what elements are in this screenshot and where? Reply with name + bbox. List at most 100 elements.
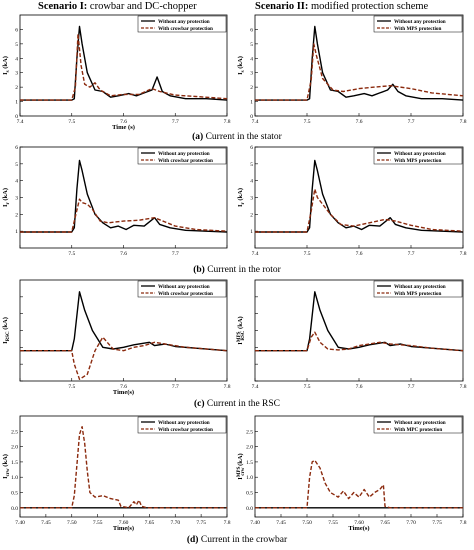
legend-label: With crowbar protection	[158, 26, 213, 32]
y-tick-label: 1	[15, 100, 18, 106]
caption-c: (c) Current in the RSC	[193, 399, 281, 409]
legend-label: Without any protection	[394, 151, 446, 157]
legend-label: With crowbar protection	[158, 158, 213, 164]
y-tick-label: 5	[250, 42, 253, 48]
x-tick-label: 7.8	[460, 384, 467, 390]
series-line-dashed	[20, 336, 228, 380]
x-tick-label: 7.7	[408, 384, 415, 390]
x-tick-label: 7.6	[356, 384, 363, 390]
x-tick-label: 7.5	[304, 119, 311, 125]
legend-label: Without any protection	[158, 284, 210, 290]
x-tick-label: 7.4	[252, 384, 259, 390]
x-tick-label: 7.5	[304, 384, 311, 390]
y-tick-label: 1.0	[11, 475, 18, 481]
legend-label: Without any protection	[394, 19, 446, 25]
y-axis-label: IRSC (kA)	[2, 317, 11, 344]
y-tick-label: 2.0	[11, 445, 18, 451]
chart-d2: 7.40 7.45 7.50 7.55 7.60 7.65 7.70 7.75 7.8 0.0 0.…	[237, 415, 467, 532]
y-tick-label: 2.5	[11, 429, 18, 435]
y-axis-label: Ir (kA)	[2, 188, 11, 207]
legend-label: Without any protection	[394, 420, 446, 426]
y-tick-label: 3	[15, 196, 18, 202]
y-tick-label: 2	[15, 85, 18, 91]
chart-d1: 7.40 7.45 7.50 7.55 7.60 7.65 7.70 7.75 7.8 0.0 0.…	[2, 415, 231, 532]
legend-label: With MPS protection	[394, 26, 441, 32]
x-tick-label: 7.7	[408, 119, 415, 125]
series-line-solid	[20, 159, 228, 233]
caption-a: (a) Current in the stator	[192, 132, 282, 142]
y-tick-label: 0.5	[246, 491, 253, 497]
x-tick-label: 7.4	[252, 119, 259, 125]
y-axis-label: Is (kA)	[237, 56, 246, 75]
x-tick-label: 7.7	[172, 251, 179, 257]
x-tick-label: 7.50	[302, 520, 312, 526]
x-tick-label: 7.5	[68, 119, 75, 125]
y-tick-label: 1.5	[11, 460, 18, 466]
legend-label: Without any protection	[158, 19, 210, 25]
y-tick-label: 3	[250, 196, 253, 202]
y-tick-label: 0.0	[11, 506, 18, 512]
legend-box	[137, 15, 227, 33]
x-tick-label: 7.5	[68, 251, 75, 257]
y-tick-label: 0	[15, 114, 18, 120]
legend-label: Without any protection	[158, 420, 210, 426]
series-line-solid	[255, 291, 464, 352]
y-axis-label: IMPSRSC (kA)	[237, 316, 246, 344]
y-tick-label: 2	[250, 212, 253, 218]
y-tick-label: 2	[250, 85, 253, 91]
caption-b: (b) Current in the rotor	[193, 265, 281, 275]
x-tick-label: 7.4	[17, 119, 24, 125]
y-tick-label: 1	[250, 100, 253, 106]
y-tick-label: 1.5	[246, 460, 253, 466]
x-tick-label: 7.40	[250, 520, 260, 526]
y-axis-label: Ir (kA)	[237, 188, 246, 207]
y-tick-label: 0	[250, 114, 253, 120]
y-tick-label: 5	[15, 42, 18, 48]
x-axis-label: Time(s)	[348, 525, 369, 532]
legend-label: Without any protection	[394, 284, 446, 290]
y-tick-label: 3	[15, 71, 18, 77]
series-line-dashed	[255, 459, 463, 509]
x-tick-label: 7.8	[460, 520, 467, 526]
scenario-1-header: Scenario I: crowbar and DC-chopper	[38, 1, 197, 12]
x-tick-label: 7.75	[196, 520, 206, 526]
y-tick-label: 5	[15, 162, 18, 168]
series-line-dashed	[20, 426, 227, 509]
x-tick-label: 7.6	[120, 119, 127, 125]
y-tick-label: 0.0	[246, 506, 253, 512]
legend-label: With crowbar protection	[158, 427, 213, 433]
x-tick-label: 7.40	[15, 520, 25, 526]
x-tick-label: 7.70	[406, 520, 416, 526]
x-tick-label: 7.75	[432, 520, 442, 526]
y-tick-label: 4	[15, 56, 18, 62]
caption-d: (d) Current in the crowbar	[186, 535, 288, 545]
legend-box	[373, 416, 463, 434]
y-tick-label: 4	[250, 56, 253, 62]
series-line-dashed	[255, 43, 464, 101]
x-tick-label: 7.55	[93, 520, 103, 526]
legend-label: With MPC protection	[394, 427, 442, 433]
series-line-dashed	[255, 331, 464, 352]
y-tick-label: 6	[250, 27, 253, 33]
legend-box	[137, 280, 227, 298]
x-tick-label: 7.65	[145, 520, 155, 526]
y-tick-label: 2.5	[246, 429, 253, 435]
series-line-dashed	[255, 188, 464, 233]
y-axis-label: Is (kA)	[2, 56, 11, 75]
chart-c2: 7.4 7.5 7.6 7.7 7.8 IMPSRSC (kA) Without any p…	[237, 279, 467, 390]
chart-b1: 7.5 7.6 7.7 1 2 3 4 5 6 Ir (kA) Without any protec…	[2, 145, 228, 257]
y-tick-label: 6	[15, 145, 18, 151]
x-tick-label: 7.70	[170, 520, 180, 526]
y-tick-label: 2.0	[246, 445, 253, 451]
x-tick-label: 7.60	[354, 520, 364, 526]
y-tick-label: 0.5	[11, 491, 18, 497]
legend-box	[137, 416, 227, 434]
x-tick-label: 7.7	[172, 384, 179, 390]
y-tick-label: 6	[250, 145, 253, 151]
y-axis-label: Icrw (kA)	[2, 454, 11, 479]
legend-label: With MPS protection	[394, 291, 441, 297]
x-axis-label: Time(s)	[113, 389, 134, 396]
legend-label: With MPS protection	[394, 158, 441, 164]
legend-box	[137, 147, 227, 165]
